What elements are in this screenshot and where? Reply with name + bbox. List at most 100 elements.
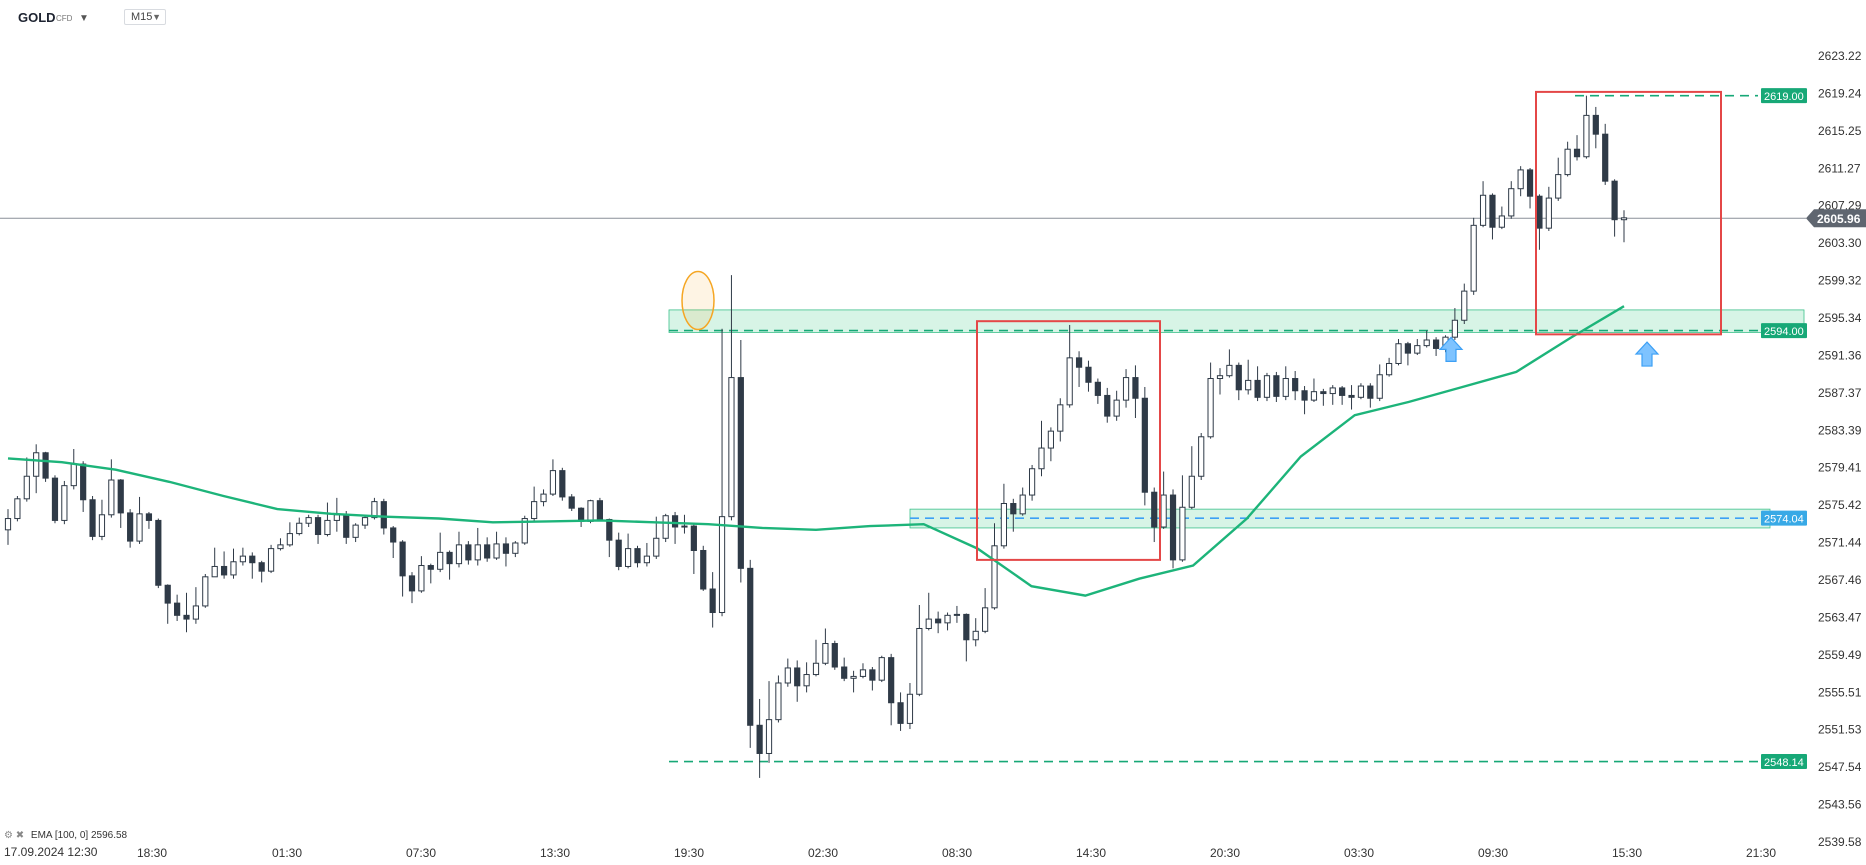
candle	[596, 497, 604, 522]
x-tick-label: 19:30	[674, 846, 704, 860]
candle	[1367, 383, 1374, 408]
candle-body	[42, 452, 49, 479]
candle	[568, 494, 575, 512]
candle	[324, 502, 331, 537]
candle-body	[164, 584, 171, 604]
candle	[756, 698, 763, 778]
candle-body	[531, 501, 538, 520]
x-tick-label: 14:30	[1076, 846, 1106, 860]
candle-body	[1367, 385, 1374, 399]
candle	[700, 545, 707, 591]
candle	[4, 509, 12, 545]
symbol-dropdown-icon[interactable]: ▼	[79, 13, 89, 24]
y-tick-label: 2591.36	[1818, 348, 1862, 362]
candle-body	[587, 500, 594, 522]
x-tick-label: 20:30	[1210, 846, 1240, 860]
candle	[634, 545, 641, 568]
candle	[1583, 95, 1590, 159]
ema-label: EMA	[30, 830, 53, 841]
candle	[437, 532, 444, 573]
candle-body	[277, 544, 284, 550]
candle	[1000, 483, 1008, 549]
candle-body	[653, 537, 660, 557]
candle	[305, 514, 312, 527]
candle-body	[878, 657, 885, 681]
candle-body	[728, 377, 735, 518]
candle	[1592, 106, 1599, 149]
candle	[1235, 362, 1242, 401]
y-tick-label: 2567.46	[1818, 573, 1862, 587]
candle-body	[1432, 339, 1440, 349]
candle	[42, 451, 49, 482]
candle-body	[305, 517, 312, 524]
candle-body	[1583, 114, 1590, 158]
candle-body	[1057, 404, 1064, 432]
candle-body	[718, 516, 726, 614]
candle	[493, 531, 500, 560]
candle	[991, 523, 998, 610]
candle-body	[559, 470, 566, 498]
y-tick-label: 2575.42	[1818, 498, 1862, 512]
current-price-tag	[1806, 209, 1866, 228]
candle	[512, 541, 519, 558]
candle-body	[944, 614, 951, 624]
legend-settings-icon[interactable]: ⚙ ✖	[4, 830, 25, 841]
candle-body	[70, 463, 77, 487]
candle-body	[841, 666, 848, 679]
candle	[51, 475, 59, 524]
x-tick-label: 13:30	[540, 846, 570, 860]
level-tag-label: 2548.14	[1764, 757, 1804, 769]
candle-body	[474, 544, 481, 561]
candle	[1404, 341, 1412, 366]
candle-body	[737, 377, 744, 569]
x-tick-label: 08:30	[942, 846, 972, 860]
candle-body	[869, 669, 876, 681]
candle	[418, 556, 425, 593]
y-tick-label: 2599.32	[1818, 274, 1862, 288]
highlight-box	[976, 320, 1161, 561]
candle	[803, 662, 810, 693]
candle-body	[1235, 364, 1242, 391]
candle-body	[1179, 506, 1186, 561]
candle-body	[1122, 377, 1130, 401]
candle	[1555, 157, 1562, 201]
candle-body	[455, 544, 463, 565]
x-tick-label: 15:30	[1612, 846, 1642, 860]
level-tag	[1761, 754, 1807, 770]
candle	[314, 514, 322, 544]
level-tag	[1761, 323, 1807, 339]
candle-body	[906, 693, 914, 724]
symbol-label[interactable]: GOLD	[18, 10, 56, 25]
candle-body	[1461, 290, 1468, 321]
candle	[718, 328, 726, 617]
x-tick-label: 01:30	[272, 846, 302, 860]
candle-body	[803, 674, 810, 687]
candle	[972, 618, 979, 647]
candle-body	[963, 613, 970, 641]
candle-body	[1151, 491, 1158, 528]
candle-body	[1066, 357, 1073, 406]
candle-body	[1517, 169, 1524, 190]
candle	[89, 495, 96, 541]
timeframe-select[interactable]: M15 ▼	[124, 9, 166, 25]
candle	[267, 544, 275, 574]
y-tick-label: 2583.39	[1818, 423, 1862, 437]
candle-body	[1489, 194, 1496, 228]
candle-body	[446, 551, 453, 565]
candle	[540, 489, 547, 507]
candle-body	[314, 517, 322, 536]
candle-body	[568, 496, 575, 509]
y-tick-label: 2603.30	[1818, 236, 1862, 250]
candle	[1075, 351, 1083, 387]
candle	[1066, 324, 1073, 408]
y-tick-label: 2587.37	[1818, 386, 1862, 400]
candle	[455, 531, 463, 568]
candle-body	[1094, 381, 1101, 396]
candle-body	[380, 501, 387, 529]
candle-body	[690, 525, 697, 551]
candle	[559, 467, 566, 501]
candle	[859, 663, 867, 679]
candle	[888, 653, 895, 726]
candle	[1254, 366, 1261, 402]
